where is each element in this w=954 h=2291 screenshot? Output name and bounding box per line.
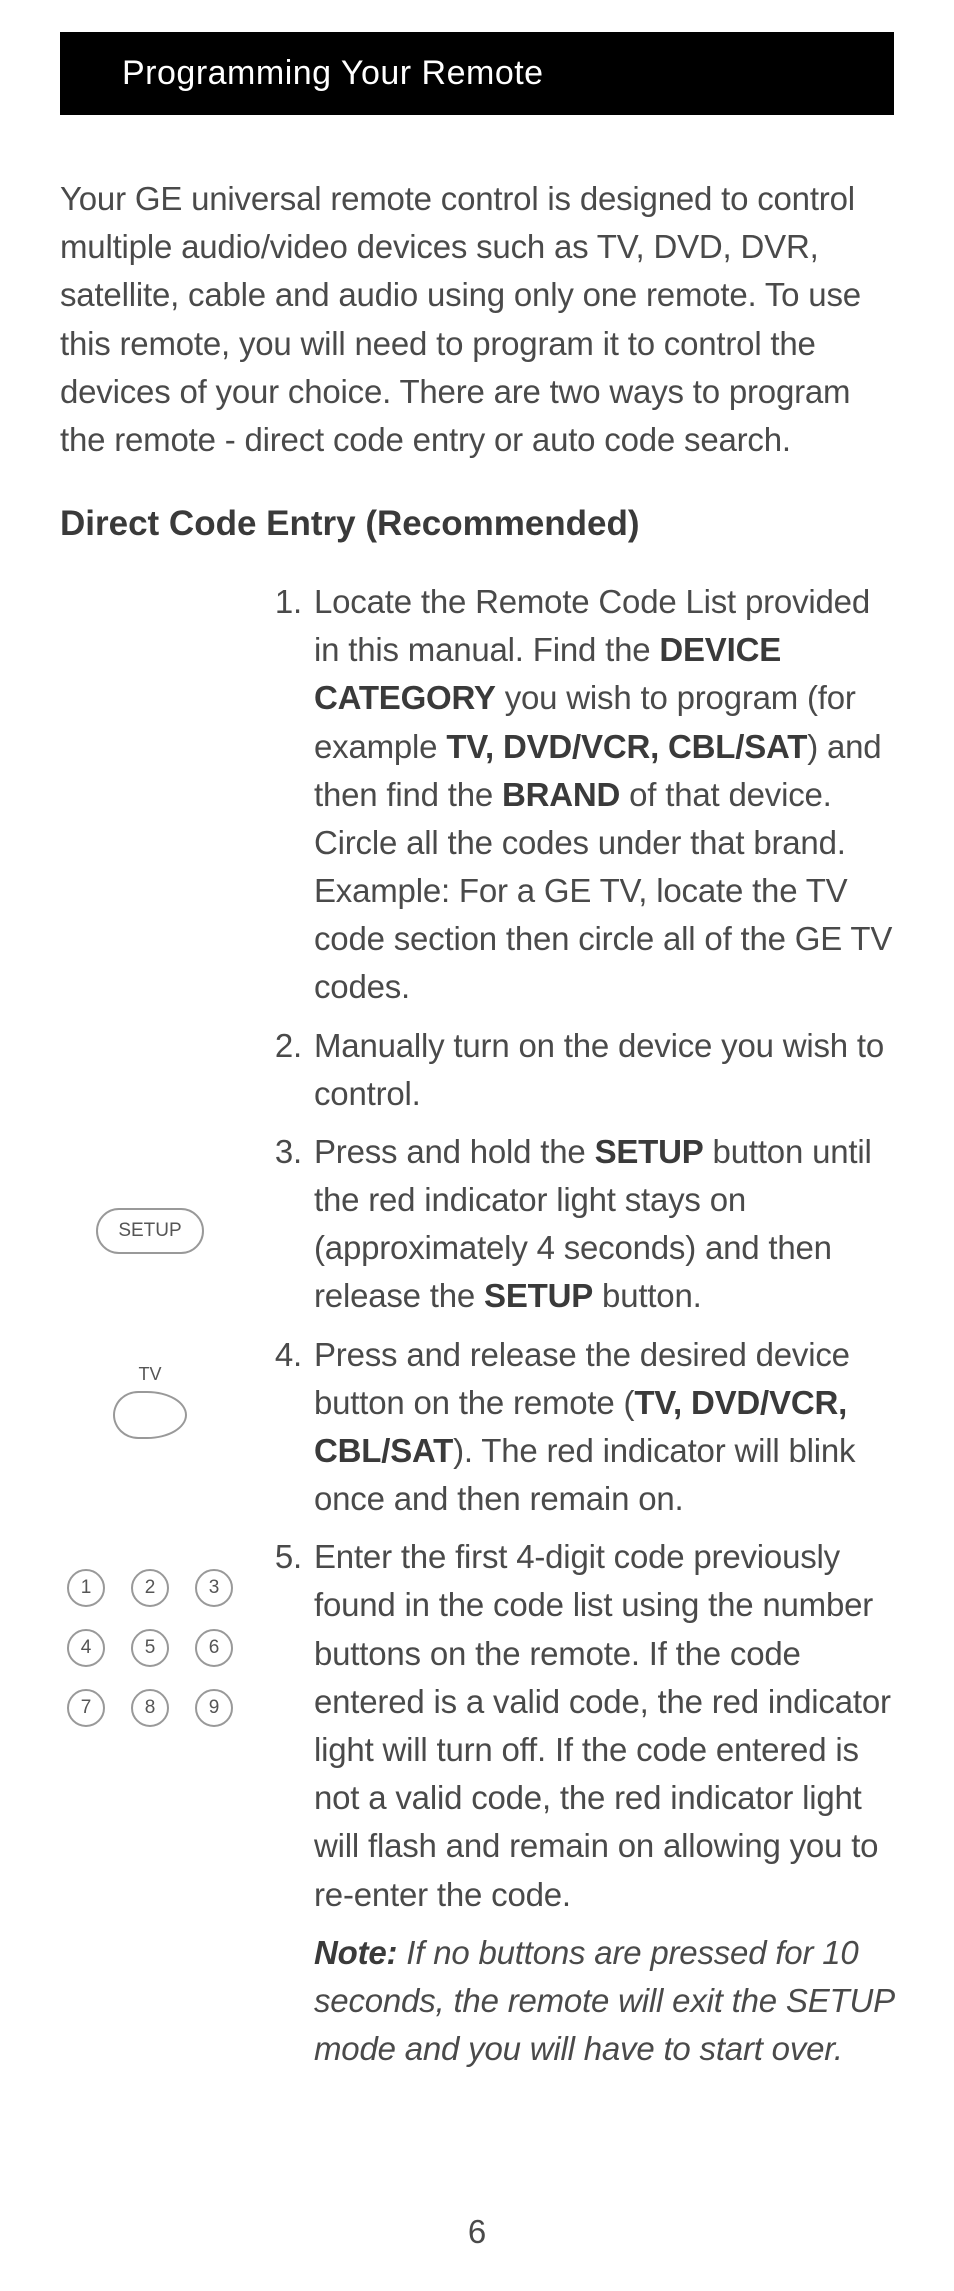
keypad-key: 5 — [131, 1629, 169, 1667]
step-item: 4. Press and release the desired device … — [256, 1331, 894, 1524]
section-header: Programming Your Remote — [60, 32, 894, 115]
step-item: 5. Enter the first 4-digit code previous… — [256, 1533, 894, 1918]
step-body: Locate the Remote Code List provided in … — [314, 578, 894, 1012]
step-body: Enter the first 4-digit code previously … — [314, 1533, 894, 1918]
sub-heading: Direct Code Entry (Recommended) — [60, 504, 894, 544]
note-label: Note: — [314, 1934, 397, 1971]
keypad-key: 8 — [131, 1689, 169, 1727]
step-number: 2. — [256, 1022, 314, 1118]
page-number: 6 — [60, 2213, 894, 2251]
illustrations-column: SETUP TV 1 2 3 4 5 6 7 8 9 — [60, 578, 240, 2073]
step-text: Press and hold the — [314, 1133, 595, 1170]
steps-column: 1. Locate the Remote Code List provided … — [256, 578, 894, 2073]
note-text: If no buttons are pressed for 10 seconds… — [314, 1934, 894, 2067]
step-text: Locate the Remote Code List provided in … — [314, 583, 870, 668]
step-number: 3. — [256, 1128, 314, 1321]
step-bold: BRAND — [502, 776, 620, 813]
keypad-key: 7 — [67, 1689, 105, 1727]
keypad-illustration: 1 2 3 4 5 6 7 8 9 — [67, 1569, 233, 1727]
step-item: 3. Press and hold the SETUP button until… — [256, 1128, 894, 1321]
step-item: 1. Locate the Remote Code List provided … — [256, 578, 894, 1012]
tv-shape-icon — [113, 1391, 187, 1439]
step-note: Note: If no buttons are pressed for 10 s… — [314, 1929, 894, 2074]
step-number: 5. — [256, 1533, 314, 1918]
step-text: button. — [593, 1277, 702, 1314]
keypad-key: 2 — [131, 1569, 169, 1607]
tv-label: TV — [138, 1364, 161, 1385]
step-body: Press and release the desired device but… — [314, 1331, 894, 1524]
step-bold: SETUP — [595, 1133, 704, 1170]
keypad-key: 3 — [195, 1569, 233, 1607]
keypad-key: 4 — [67, 1629, 105, 1667]
step-body: Manually turn on the device you wish to … — [314, 1022, 894, 1118]
intro-paragraph: Your GE universal remote control is desi… — [60, 175, 894, 464]
tv-button-illustration: TV — [113, 1364, 187, 1439]
keypad-key: 1 — [67, 1569, 105, 1607]
keypad-key: 6 — [195, 1629, 233, 1667]
setup-button-illustration: SETUP — [96, 1208, 203, 1254]
step-bold: SETUP — [484, 1277, 593, 1314]
step-number: 1. — [256, 578, 314, 1012]
keypad-key: 9 — [195, 1689, 233, 1727]
step-bold: TV, DVD/VCR, CBL/SAT — [446, 728, 807, 765]
step-number: 4. — [256, 1331, 314, 1524]
step-body: Press and hold the SETUP button until th… — [314, 1128, 894, 1321]
step-item: 2. Manually turn on the device you wish … — [256, 1022, 894, 1118]
